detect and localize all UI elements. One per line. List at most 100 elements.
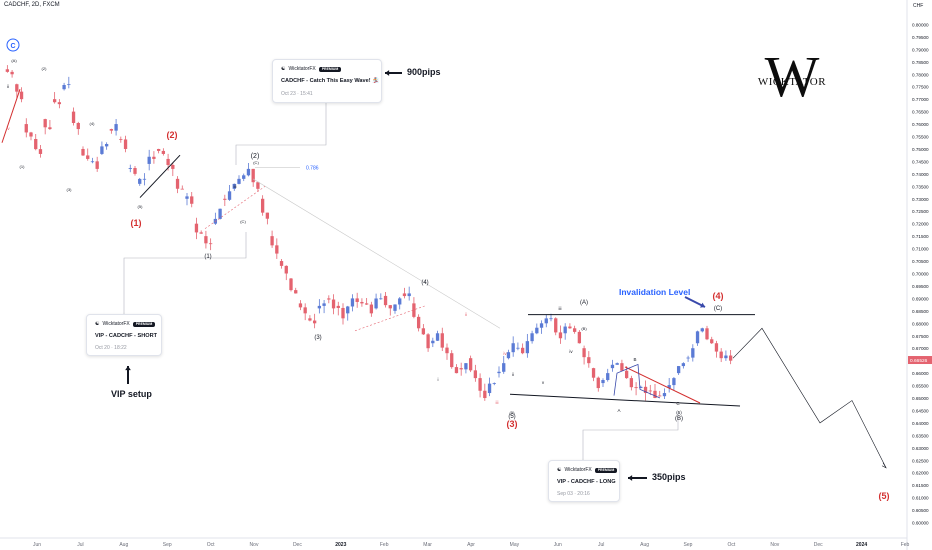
candle-body	[5, 69, 10, 72]
card-header: ☯ WicktatorFX PREMIUM	[281, 66, 342, 72]
wave-label-black: (2)	[251, 153, 260, 160]
candle-body	[426, 334, 430, 349]
candle-body	[289, 278, 293, 291]
candle-body	[142, 178, 147, 180]
wave-label-small: iii	[496, 400, 499, 405]
candle-body	[544, 318, 548, 324]
candle-body	[256, 182, 260, 189]
candle-body	[71, 111, 76, 123]
idea-card-catch-wave[interactable]: ☯ WicktatorFX PREMIUM CADCHF - Catch Thi…	[272, 59, 382, 103]
candle-body	[260, 198, 265, 213]
y-tick-label: 0.78500	[912, 60, 929, 65]
wicktator-logo: W WICKTATOR	[752, 48, 832, 108]
candle-body	[606, 373, 610, 381]
candle-body	[468, 358, 473, 371]
y-tick-label: 0.70000	[912, 272, 929, 277]
arrow-vip-setup-head	[125, 366, 131, 371]
candle-body	[714, 343, 719, 352]
logo-mark: W	[764, 44, 820, 109]
candle-body	[133, 168, 137, 174]
fib-level-label: 0.786	[306, 166, 319, 172]
idea-card-vip-short[interactable]: ☯ WicktatorFX PREMIUM VIP - CADCHF - SHO…	[86, 314, 162, 356]
candle-body	[388, 305, 392, 309]
wave-label-small: (5)	[676, 410, 682, 415]
candle-body	[431, 340, 435, 344]
arrow-invalidation-head	[700, 302, 705, 308]
candle-body	[67, 84, 71, 86]
candle-body	[294, 290, 298, 294]
idea-card-vip-long[interactable]: ☯ WicktatorFX PREMIUM VIP - CADCHF - LON…	[548, 460, 620, 502]
candle-body	[624, 370, 629, 379]
wave-label-black: (4)	[90, 121, 96, 126]
y-tick-label: 0.74500	[912, 159, 929, 164]
x-tick-label: Oct	[728, 542, 736, 548]
candle-body	[308, 318, 312, 321]
candle-body	[710, 339, 714, 344]
candle-body	[629, 378, 634, 388]
x-tick-label: Nov	[250, 542, 259, 548]
candle-body	[393, 304, 397, 311]
candle-body	[86, 155, 90, 159]
y-tick-label: 0.69000	[912, 296, 929, 301]
candle-body	[554, 318, 558, 333]
candle-body	[62, 85, 66, 90]
wave-label-black: (C)	[253, 160, 259, 165]
last-price-badge	[908, 356, 932, 365]
candle-body	[360, 301, 364, 304]
card-date: Sep 03 · 20:16	[557, 491, 590, 497]
candle-body	[138, 178, 142, 184]
card-title: VIP - CADCHF - SHORT	[95, 333, 158, 339]
caption-vip-setup: VIP setup	[111, 389, 152, 399]
wave-label-black: (3)	[67, 187, 73, 192]
candle-body	[416, 316, 421, 329]
y-tick-label: 0.68000	[912, 321, 929, 326]
candle-body	[43, 119, 47, 128]
card-connector-2	[123, 232, 247, 314]
circled-c-ring	[6, 38, 20, 52]
y-tick-label: 0.75000	[912, 147, 929, 152]
candle-body	[572, 328, 577, 332]
candle-body	[464, 363, 468, 370]
candle-body	[123, 139, 128, 149]
candle-body	[19, 91, 24, 100]
candle-body	[275, 245, 279, 254]
card-date: Oct 23 · 15:41	[281, 91, 313, 97]
y-tick-label: 0.75500	[912, 135, 929, 140]
y-tick-label: 0.61000	[912, 496, 929, 501]
candle-body	[672, 378, 676, 386]
candle-body	[327, 298, 331, 300]
candle-body	[156, 148, 161, 151]
candle-body	[223, 198, 227, 200]
y-tick-label: 0.73500	[912, 184, 929, 189]
y-tick-label: 0.71000	[912, 247, 929, 252]
candle-body	[530, 333, 534, 342]
candle-body	[435, 333, 440, 341]
wave-label-black: (3)	[314, 335, 321, 341]
red-trendline	[1, 89, 21, 143]
candle-body	[412, 303, 416, 317]
wave-label-red: (1)	[131, 218, 142, 228]
candle-body	[662, 393, 667, 397]
wave-label-small: ii	[512, 372, 514, 377]
last-price-label: 0.66526	[910, 358, 928, 364]
candle-body	[582, 348, 586, 358]
candle-body	[558, 332, 563, 339]
x-tick-label: Sep	[163, 542, 172, 548]
candle-body	[265, 212, 270, 219]
x-tick-label: Oct	[207, 542, 215, 548]
x-tick-label: Mar	[423, 542, 432, 548]
candle-body	[34, 139, 38, 150]
candle-body	[350, 298, 355, 307]
wave-label-black: (1)	[204, 254, 211, 260]
candle-body	[601, 380, 605, 384]
author-icon: ☯	[557, 467, 562, 473]
y-tick-label: 0.62000	[912, 471, 929, 476]
candle-body	[331, 299, 336, 309]
logo-text: WICKTATOR	[757, 76, 827, 88]
candle-body	[48, 127, 52, 130]
y-tick-label: 0.72500	[912, 209, 929, 214]
wave-label-black: (5)	[508, 414, 515, 420]
wave-label-black: (A)	[11, 58, 17, 63]
